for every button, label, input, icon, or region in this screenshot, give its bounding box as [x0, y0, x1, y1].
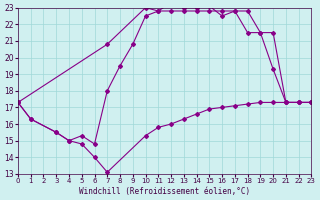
X-axis label: Windchill (Refroidissement éolien,°C): Windchill (Refroidissement éolien,°C) — [79, 187, 250, 196]
